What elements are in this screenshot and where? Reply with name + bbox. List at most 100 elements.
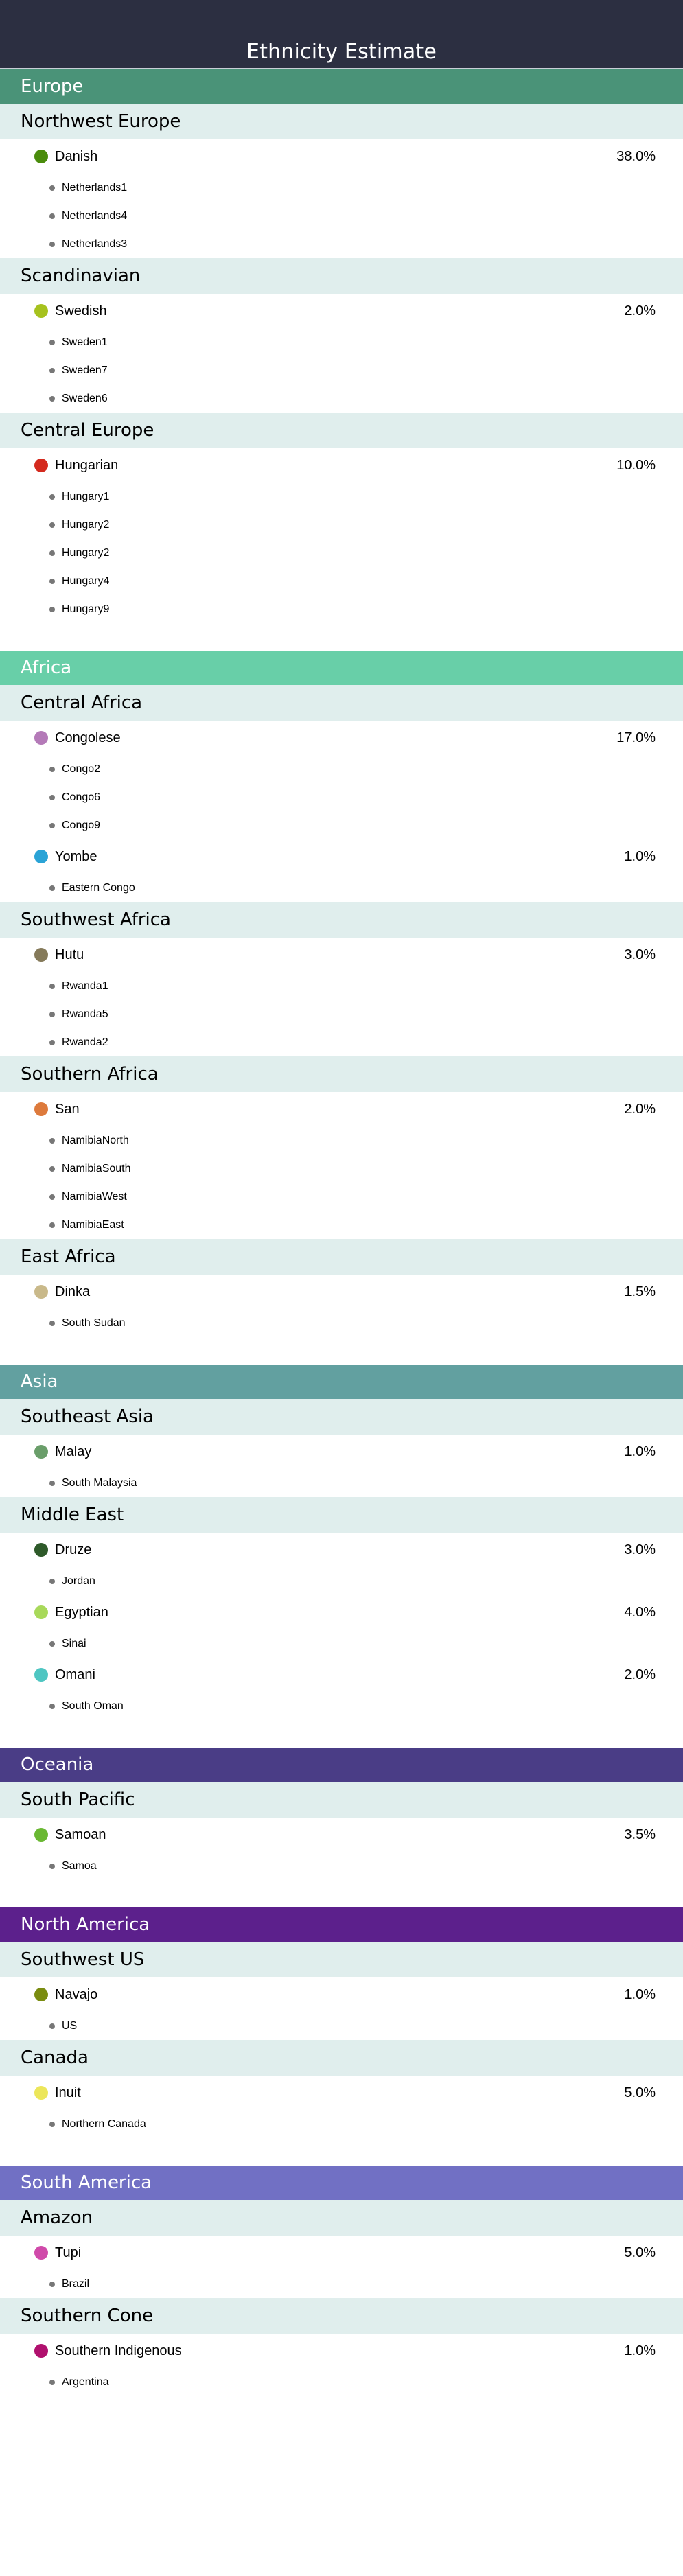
group-title: Middle East: [21, 1505, 124, 1525]
subregion-item: Sweden1: [0, 328, 683, 356]
bullet-icon: [49, 2281, 55, 2287]
group-header: East Africa: [0, 1239, 683, 1275]
ethnicity-row[interactable]: Danish 38.0%: [0, 139, 683, 174]
ethnicity-percent: 1.5%: [624, 1284, 656, 1299]
subregion-name: Sinai: [62, 1637, 86, 1649]
ethnicity-row[interactable]: Swedish 2.0%: [0, 294, 683, 328]
color-dot-icon: [34, 948, 48, 962]
subregion-item: Netherlands1: [0, 174, 683, 202]
group-title: Southeast Asia: [21, 1406, 154, 1427]
subregion-item: Congo9: [0, 811, 683, 839]
ethnicity-row[interactable]: Yombe 1.0%: [0, 839, 683, 874]
ethnicity-row[interactable]: Omani 2.0%: [0, 1658, 683, 1692]
ethnicity-percent: 4.0%: [624, 1604, 656, 1620]
ethnicity-row[interactable]: Hutu 3.0%: [0, 938, 683, 972]
region-header: Africa: [0, 651, 683, 685]
subregion-item: Hungary9: [0, 595, 683, 623]
ethnicity-row[interactable]: Southern Indigenous 1.0%: [0, 2334, 683, 2368]
subregion-name: Netherlands3: [62, 237, 128, 250]
subregion-item: NamibiaNorth: [0, 1126, 683, 1154]
ethnicity-row[interactable]: Samoan 3.5%: [0, 1818, 683, 1852]
subregion-item: Rwanda5: [0, 1000, 683, 1028]
subregion-item: US: [0, 2012, 683, 2040]
ethnicity-name: Inuit: [55, 2085, 81, 2100]
group-title: Southwest US: [21, 1949, 145, 1970]
color-dot-icon: [34, 1828, 48, 1842]
color-dot-icon: [34, 731, 48, 745]
subregion-name: Sweden6: [62, 392, 108, 404]
group-header: Scandinavian: [0, 258, 683, 294]
subregion-name: Sweden1: [62, 336, 108, 348]
bullet-icon: [49, 1194, 55, 1200]
color-dot-icon: [34, 1543, 48, 1557]
region-spacer: [0, 623, 683, 651]
ethnicity-name: Druze: [55, 1542, 92, 1557]
color-dot-icon: [34, 304, 48, 318]
subregion-name: Samoa: [62, 1859, 97, 1872]
region-spacer: [0, 2138, 683, 2166]
bullet-icon: [49, 1578, 55, 1584]
subregion-name: Rwanda5: [62, 1008, 108, 1020]
ethnicity-row[interactable]: Malay 1.0%: [0, 1435, 683, 1469]
page-title: Ethnicity Estimate: [246, 40, 437, 64]
region-header: North America: [0, 1907, 683, 1942]
ethnicity-name: Southern Indigenous: [55, 2343, 182, 2358]
ethnicity-row[interactable]: Navajo 1.0%: [0, 1977, 683, 2012]
ethnicity-row[interactable]: Hungarian 10.0%: [0, 448, 683, 483]
group-header: Amazon: [0, 2200, 683, 2236]
ethnicity-percent: 38.0%: [616, 148, 656, 164]
subregion-item: Hungary2: [0, 511, 683, 539]
bullet-icon: [49, 983, 55, 989]
ethnicity-percent: 2.0%: [624, 303, 656, 318]
bullet-icon: [49, 1137, 55, 1144]
group-header: Southern Cone: [0, 2298, 683, 2334]
subregion-name: Jordan: [62, 1575, 95, 1587]
ethnicity-row[interactable]: Inuit 5.0%: [0, 2076, 683, 2110]
group-title: Southern Cone: [21, 2306, 154, 2326]
bullet-icon: [49, 339, 55, 345]
group-header: Central Africa: [0, 685, 683, 721]
ethnicity-row[interactable]: Congolese 17.0%: [0, 721, 683, 755]
ethnicity-percent: 17.0%: [616, 730, 656, 745]
group-header: Middle East: [0, 1497, 683, 1533]
ethnicity-row[interactable]: Druze 3.0%: [0, 1533, 683, 1567]
region-spacer: [0, 1720, 683, 1748]
subregion-name: Hungary4: [62, 575, 110, 587]
subregion-item: Argentina: [0, 2368, 683, 2396]
ethnicity-percent: 1.0%: [624, 848, 656, 864]
bullet-icon: [49, 494, 55, 500]
group-header: Canada: [0, 2040, 683, 2076]
region-title: Africa: [21, 658, 72, 678]
region-header: Oceania: [0, 1748, 683, 1782]
ethnicity-percent: 5.0%: [624, 2085, 656, 2100]
group-header: Southwest US: [0, 1942, 683, 1977]
bullet-icon: [49, 822, 55, 828]
group-title: Northwest Europe: [21, 111, 181, 132]
subregion-item: Hungary2: [0, 539, 683, 567]
subregion-item: NamibiaEast: [0, 1211, 683, 1239]
subregion-name: Brazil: [62, 2277, 90, 2290]
ethnicity-row[interactable]: Dinka 1.5%: [0, 1275, 683, 1309]
ethnicity-name: Hutu: [55, 947, 84, 962]
region-header: Asia: [0, 1365, 683, 1399]
group-header: Central Europe: [0, 413, 683, 448]
subregion-item: Northern Canada: [0, 2110, 683, 2138]
ethnicity-percent: 10.0%: [616, 457, 656, 473]
subregion-item: Samoa: [0, 1852, 683, 1880]
bullet-icon: [49, 2121, 55, 2127]
ethnicity-row[interactable]: San 2.0%: [0, 1092, 683, 1126]
bullet-icon: [49, 885, 55, 891]
subregion-name: NamibiaSouth: [62, 1162, 131, 1174]
bullet-icon: [49, 185, 55, 191]
color-dot-icon: [34, 2246, 48, 2260]
ethnicity-row[interactable]: Egyptian 4.0%: [0, 1595, 683, 1629]
subregion-item: Hungary1: [0, 483, 683, 511]
group-title: Scandinavian: [21, 266, 141, 286]
subregion-name: Netherlands4: [62, 209, 128, 222]
bullet-icon: [49, 395, 55, 402]
subregion-name: Eastern Congo: [62, 881, 135, 894]
ethnicity-row[interactable]: Tupi 5.0%: [0, 2236, 683, 2270]
subregion-name: Congo9: [62, 819, 101, 831]
ethnicity-percent: 2.0%: [624, 1667, 656, 1682]
ethnicity-name: Yombe: [55, 848, 97, 864]
